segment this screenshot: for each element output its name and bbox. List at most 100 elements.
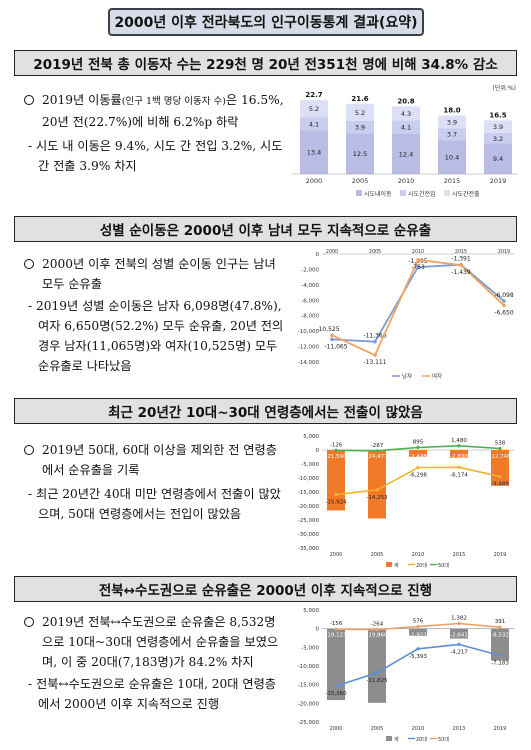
chart-point: [330, 337, 334, 342]
chart-x-tick-label: 2010: [412, 249, 424, 255]
chart-y-tick-label: -12,000: [298, 345, 320, 351]
chart-bar: [409, 628, 427, 636]
chart-bar: [491, 450, 509, 486]
chart-data-label: -9,489: [491, 482, 509, 488]
chart-x-tick-label: 2005: [369, 249, 381, 255]
chart-data-label: -24,477: [366, 454, 388, 460]
chart-data-label: 12.4: [399, 150, 413, 158]
chart-legend-label: 계: [394, 562, 399, 569]
chart-legend-label: 시도내이동: [364, 190, 392, 198]
chart-bar-segment: [300, 130, 328, 174]
chart-y-tick-label: -20,000: [298, 701, 320, 707]
chart-data-label: 3.2: [493, 135, 503, 143]
chart-bar-segment: [346, 103, 374, 121]
chart-data-label: 3.9: [493, 123, 503, 131]
chart-point: [457, 444, 461, 448]
chart-total-label: 20.8: [397, 97, 414, 105]
chart-legend-swatch: [444, 190, 450, 196]
chart-y-tick-label: -5,000: [301, 462, 319, 468]
chart-point: [373, 353, 377, 357]
chart-data-label: 3.7: [447, 131, 457, 139]
chart-point: [498, 474, 502, 479]
chart-total-label: 18.0: [443, 107, 460, 115]
chart-data-label: 5.2: [355, 109, 365, 117]
chart-bar-segment: [392, 120, 420, 134]
chart-bar-segment: [392, 106, 420, 121]
chart-x-tick-label: 2015: [453, 552, 466, 558]
chart-data-label: 10.4: [445, 154, 459, 162]
chart-data-label: 895: [413, 439, 424, 445]
chart-point: [457, 465, 461, 469]
chart-data-label: -12,748: [489, 454, 511, 460]
chart-x-tick-label: 2005: [371, 552, 384, 558]
chart-data-label: -2,830: [450, 454, 468, 460]
chart-data-label: 12.5: [353, 150, 367, 158]
chart-data-label: -6,098: [494, 292, 514, 299]
chart-data-label: 5.2: [309, 105, 319, 113]
chart-y-tick-label: -10,000: [298, 664, 320, 670]
chart-bar-segment: [346, 120, 374, 134]
chart-legend-label: 여자: [432, 372, 442, 380]
chart-data-label: -264: [371, 622, 384, 628]
chart-data-label: -156: [330, 621, 343, 627]
section-4-sub: - 전북↔수도권으로 순유출은 10대, 20대 연령층에서 2000년 이후 …: [28, 677, 276, 711]
chart-data-label: 3.9: [447, 118, 457, 126]
chart-point: [502, 303, 506, 308]
chart-x-tick-label: 2000: [330, 726, 343, 732]
chart-x-tick-label: 2000: [330, 552, 343, 558]
chart-bar: [450, 628, 468, 639]
chart-bar-segment: [438, 140, 466, 174]
chart-net-migration-by-age: 5,000 0 -5,000 -10,000 -15,000 -20,000 -25,000…: [298, 434, 514, 569]
chart-point: [373, 339, 377, 344]
chart-y-tick-label: 0: [316, 627, 320, 633]
chart-x-tick-label: 2013: [453, 726, 466, 732]
chart-point: [457, 642, 461, 647]
chart-data-label: -15,360: [325, 691, 347, 697]
chart-legend-swatch: [386, 562, 392, 567]
chart-data-label: -2,641: [450, 633, 468, 639]
chart-bar-segment: [484, 143, 512, 174]
chart-y-tick-label: -14,000: [298, 360, 320, 366]
chart-y-tick-label: -20,000: [298, 504, 320, 510]
chart-capital-area-migration: 5,000 0 -5,000 -10,000 -15,000 -20,000 -25,000…: [298, 608, 514, 743]
chart-point: [334, 627, 338, 631]
section-2-bullet: 2000년 이후 전북의 성별 순이동 인구는 남녀 모두 순유출: [24, 254, 286, 294]
chart-y-tick-label: -25,000: [298, 720, 320, 726]
chart-x-tick-label: 2015: [455, 249, 467, 255]
chart-point: [416, 445, 420, 450]
section-1-text: 2019년 이동률(인구 1백 명당 이동자 수)은 16.5%, 20년 전(…: [24, 90, 286, 176]
chart-bar: [491, 628, 509, 661]
chart-bar: [327, 450, 345, 511]
chart-y-tick-label: -8,000: [301, 314, 319, 320]
chart-data-label: -287: [371, 443, 384, 449]
chart-data-label: 391: [495, 619, 506, 625]
chart-point: [416, 265, 420, 269]
chart-y-tick-label: 0: [316, 252, 320, 258]
section-2-text: 2000년 이후 전북의 성별 순이동 인구는 남녀 모두 순유출 - 2019…: [24, 254, 286, 376]
chart-total-label: 21.6: [351, 95, 368, 103]
chart-data-label: -13,111: [363, 359, 386, 366]
chart-data-label: -14,253: [366, 495, 388, 501]
chart-y-tick-label: -5,000: [301, 645, 319, 651]
chart-point: [498, 446, 502, 451]
chart-bar-segment: [484, 133, 512, 144]
chart-net-migration-by-sex: 0-2,000-4,000-6,000-8,000-10,000-12,000-…: [298, 249, 514, 380]
chart-data-label: -15,924: [325, 500, 347, 506]
chart-x-tick-label: 2005: [352, 177, 369, 185]
chart-data-label: 13.4: [307, 149, 321, 157]
chart-legend-label: 20대: [416, 562, 427, 569]
chart-data-label: 9.4: [493, 155, 503, 163]
chart-x-tick-label: 2005: [371, 726, 384, 732]
chart-y-tick-label: -10,000: [298, 329, 320, 335]
section-4-text: 2019년 전북↔수도권으로 순유출은 8,532명으로 10대~30대 연령층…: [24, 612, 286, 714]
chart-point: [334, 684, 338, 688]
chart-data-label: 4.1: [401, 124, 411, 132]
chart-series-line: [335, 643, 501, 687]
section-3-sub: - 최근 20년간 40대 미만 연령층에서 전출이 많았으며, 50대 연령층…: [28, 487, 281, 521]
chart-bar-segment: [438, 115, 466, 129]
section-3-heading: 최근 20년간 10대~30대 연령층에서는 전출이 많았음: [14, 398, 517, 424]
chart-data-label: -2,448: [409, 454, 427, 460]
chart-data-label: -19,123: [325, 633, 347, 639]
chart-bar-segment: [300, 117, 328, 131]
section-1-heading: 2019년 전북 총 이동자 수는 229천 명 20년 전351천 명에 비해…: [14, 50, 517, 76]
